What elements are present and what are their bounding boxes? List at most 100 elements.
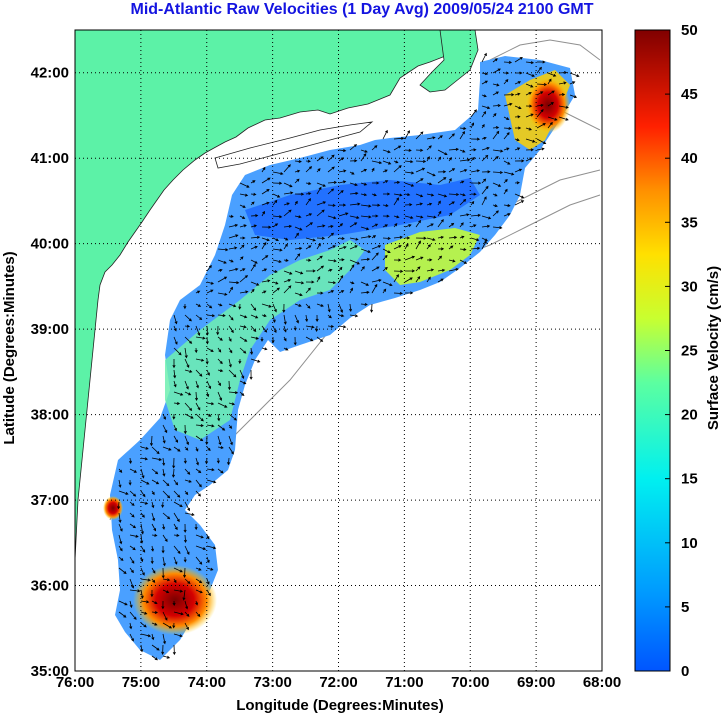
velocity-arrow <box>228 267 239 272</box>
velocity-arrow <box>338 203 347 207</box>
velocity-midshelf-band <box>165 240 365 440</box>
velocity-arrow <box>272 171 284 175</box>
velocity-arrow <box>239 244 245 250</box>
velocity-arrow <box>558 71 568 75</box>
velocity-arrow <box>151 655 158 661</box>
velocity-arrow <box>316 182 326 187</box>
velocity-arrow <box>206 446 211 452</box>
velocity-arrow <box>195 589 203 594</box>
velocity-arrow <box>426 276 431 283</box>
velocity-arrow <box>294 215 302 219</box>
velocity-arrow <box>492 68 501 74</box>
velocity-arrow <box>315 325 319 333</box>
velocity-arrow <box>250 180 256 184</box>
velocity-arrow <box>283 347 289 351</box>
velocity-arrow <box>195 578 203 584</box>
velocity-arrow <box>316 303 324 307</box>
velocity-arrow <box>348 303 353 313</box>
velocity-arrow <box>371 167 375 173</box>
velocity-arrow <box>184 479 192 483</box>
velocity-arrow <box>140 490 146 498</box>
velocity-arrow <box>129 512 135 518</box>
velocity-arrow <box>481 80 489 85</box>
velocity-arrow <box>173 490 181 498</box>
velocity-arrow <box>250 281 260 286</box>
velocity-arrow <box>261 279 271 283</box>
velocity-arrow <box>481 196 487 206</box>
velocity-arrow <box>239 391 245 396</box>
velocity-arrow <box>140 545 146 553</box>
velocity-arrow <box>349 159 358 163</box>
velocity-arrow <box>261 303 272 308</box>
velocity-arrow <box>503 203 511 208</box>
y-tick-label: 41:00 <box>31 150 69 167</box>
velocity-arrow <box>316 243 321 250</box>
velocity-arrow <box>151 446 160 455</box>
velocity-arrow <box>283 182 293 188</box>
velocity-arrow <box>371 160 383 165</box>
velocity-arrow <box>316 156 324 162</box>
velocity-arrow <box>250 358 261 363</box>
velocity-arrow <box>404 291 414 295</box>
velocity-arrow <box>216 457 220 464</box>
velocity-arrow <box>514 193 525 199</box>
velocity-arrow <box>228 259 234 263</box>
velocity-arrow <box>217 313 226 318</box>
velocity-arrow <box>129 556 135 564</box>
velocity-arrow <box>206 289 214 294</box>
velocity-arrow <box>437 210 442 217</box>
velocity-arrow <box>261 325 268 333</box>
velocity-arrow <box>173 380 177 388</box>
velocity-arrow <box>360 215 372 219</box>
velocity-arrow <box>503 188 508 195</box>
velocity-arrow <box>162 457 166 467</box>
velocity-arrow <box>173 589 184 593</box>
velocity-arrow <box>415 178 424 184</box>
velocity-arrow <box>481 240 487 250</box>
velocity-arrow <box>173 314 178 325</box>
velocity-arrow <box>183 523 187 533</box>
velocity-arrow <box>250 336 260 340</box>
velocity-arrow <box>327 268 333 272</box>
y-tick-label: 38:00 <box>31 407 69 424</box>
velocity-arrow <box>206 380 212 390</box>
velocity-arrow <box>206 424 215 428</box>
velocity-arrow <box>459 180 465 184</box>
velocity-arrow <box>338 180 347 184</box>
velocity-arrow <box>371 193 377 197</box>
velocity-arrow <box>162 446 172 451</box>
velocity-arrow <box>128 457 132 465</box>
colorbar <box>634 29 671 672</box>
velocity-arrow <box>250 245 258 250</box>
velocity-arrow <box>349 222 358 228</box>
velocity-arrow <box>537 60 546 64</box>
colorbar-tick-label: 30 <box>681 278 698 295</box>
y-tick-label: 35:00 <box>31 663 69 680</box>
velocity-arrow <box>140 589 144 599</box>
velocity-arrow <box>118 534 123 545</box>
velocity-arrow <box>283 314 287 325</box>
velocity-arrow <box>327 303 331 313</box>
velocity-arrow <box>173 567 183 573</box>
velocity-arrow <box>437 247 445 251</box>
y-tick-label: 37:00 <box>31 492 69 509</box>
velocity-arrow <box>448 192 460 197</box>
velocity-arrow <box>470 237 480 242</box>
velocity-arrow <box>536 66 542 74</box>
velocity-arrow <box>327 224 334 229</box>
velocity-arrow <box>327 259 337 263</box>
velocity-arrow <box>206 281 215 285</box>
velocity-arrow <box>470 122 474 129</box>
velocity-arrow <box>360 290 370 294</box>
velocity-arrow <box>459 130 465 140</box>
velocity-arrow <box>118 611 127 618</box>
velocity-arrow <box>261 166 266 173</box>
velocity-arrow <box>515 126 522 130</box>
velocity-arrow <box>228 234 239 239</box>
velocity-arrow <box>173 391 184 396</box>
velocity-arrow <box>372 181 380 185</box>
velocity-arrow <box>393 258 402 262</box>
velocity-arrow <box>338 314 345 318</box>
velocity-arrow <box>283 202 290 206</box>
grid-lines <box>75 30 602 671</box>
